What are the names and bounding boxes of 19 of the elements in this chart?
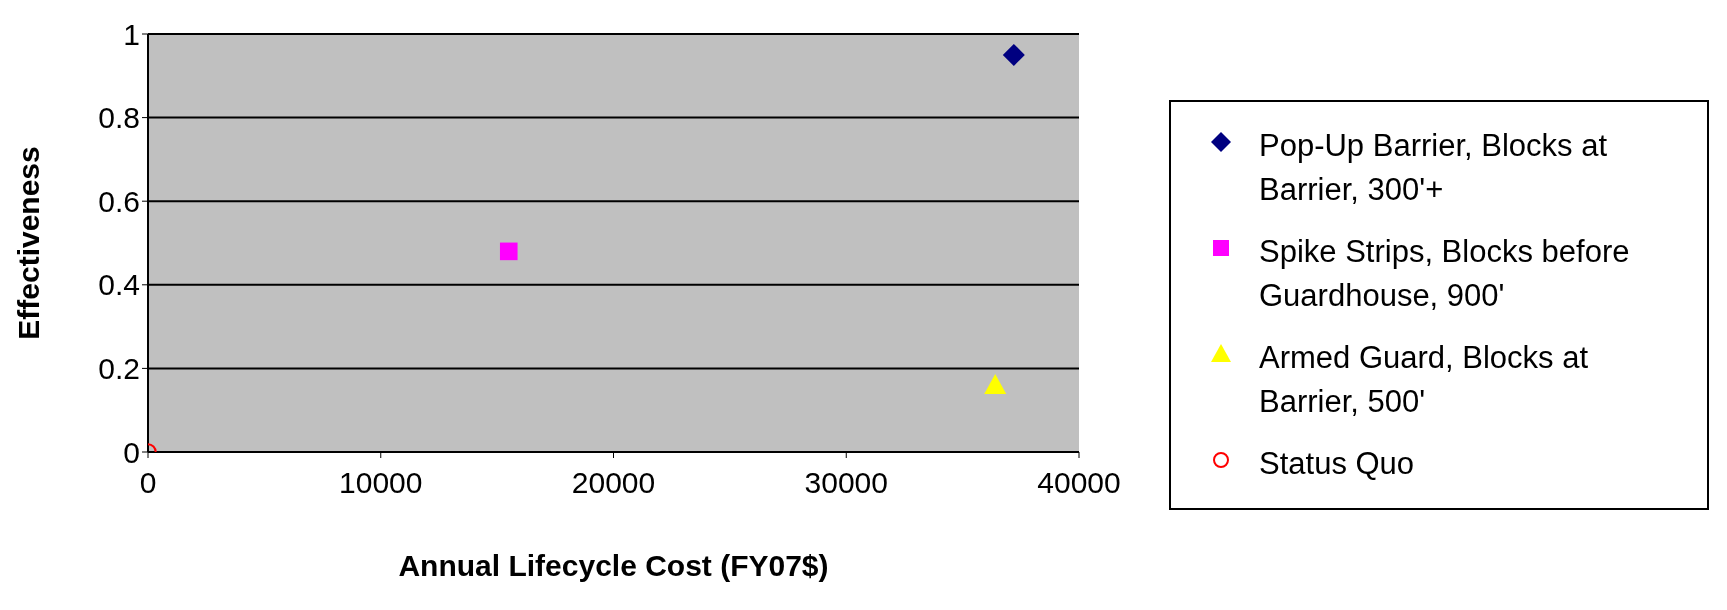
point <box>984 374 1007 394</box>
y-tick-label: 0.4 <box>98 268 140 302</box>
point <box>499 242 518 261</box>
legend-label: Armed Guard, Blocks at Barrier, 500' <box>1259 339 1590 421</box>
x-tick-label: 30000 <box>804 466 888 500</box>
y-tick-label: 0.2 <box>98 352 140 386</box>
y-tick-label: 1 <box>123 17 140 51</box>
y-tick-label: 0.6 <box>98 184 140 218</box>
legend-label: Status Quo <box>1259 445 1415 483</box>
x-axis-title: Annual Lifecycle Cost (FY07$) <box>398 549 829 582</box>
y-axis-title: Effectiveness <box>11 146 45 340</box>
point <box>1002 43 1025 66</box>
x-tick-label: 40000 <box>1037 466 1121 500</box>
legend-label: Spike Strips, Blocks before Guardhouse, 900' <box>1259 233 1631 315</box>
legend-label: Pop-Up Barrier, Blocks at Barrier, 300'+ <box>1259 127 1609 209</box>
y-tick-label: 0 <box>123 435 140 469</box>
x-tick-label: 10000 <box>339 466 423 500</box>
y-tick-label: 0.8 <box>98 101 140 135</box>
x-tick-label: 20000 <box>571 466 656 500</box>
